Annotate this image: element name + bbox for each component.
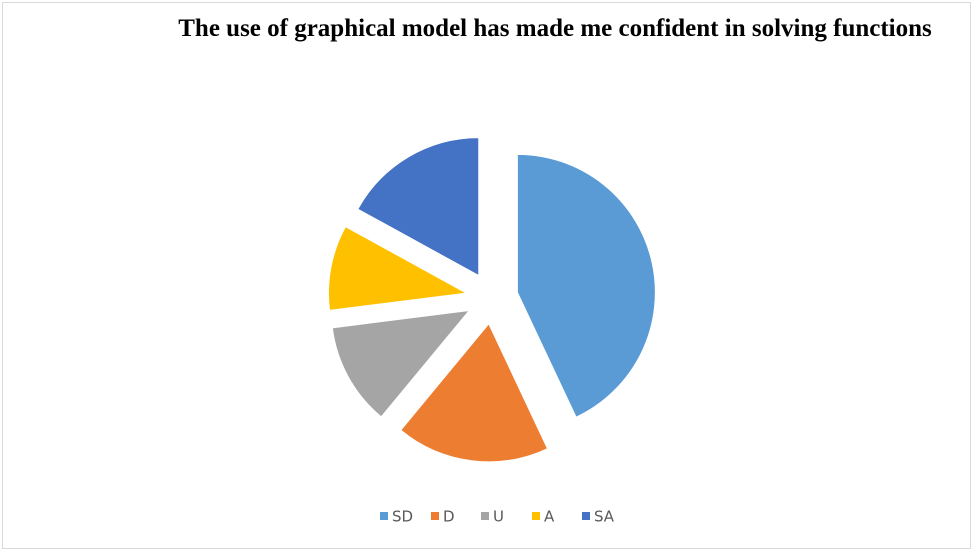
legend-label: SA (594, 508, 615, 526)
legend-swatch (380, 512, 388, 520)
legend-label: SD (392, 508, 413, 526)
pie-slice (327, 225, 469, 311)
pie-slice (357, 137, 480, 277)
legend-label: D (443, 508, 455, 526)
legend-label: A (544, 508, 555, 526)
legend-swatch (532, 512, 540, 520)
chart-title: The use of graphical model has made me c… (178, 15, 932, 42)
pie-slice (331, 309, 471, 418)
legend-label: U (493, 508, 504, 526)
legend-swatch (481, 512, 489, 520)
legend-swatch (431, 512, 439, 520)
pie-slice (400, 322, 549, 463)
legend-swatch (582, 512, 590, 520)
pie-slice (516, 153, 656, 418)
